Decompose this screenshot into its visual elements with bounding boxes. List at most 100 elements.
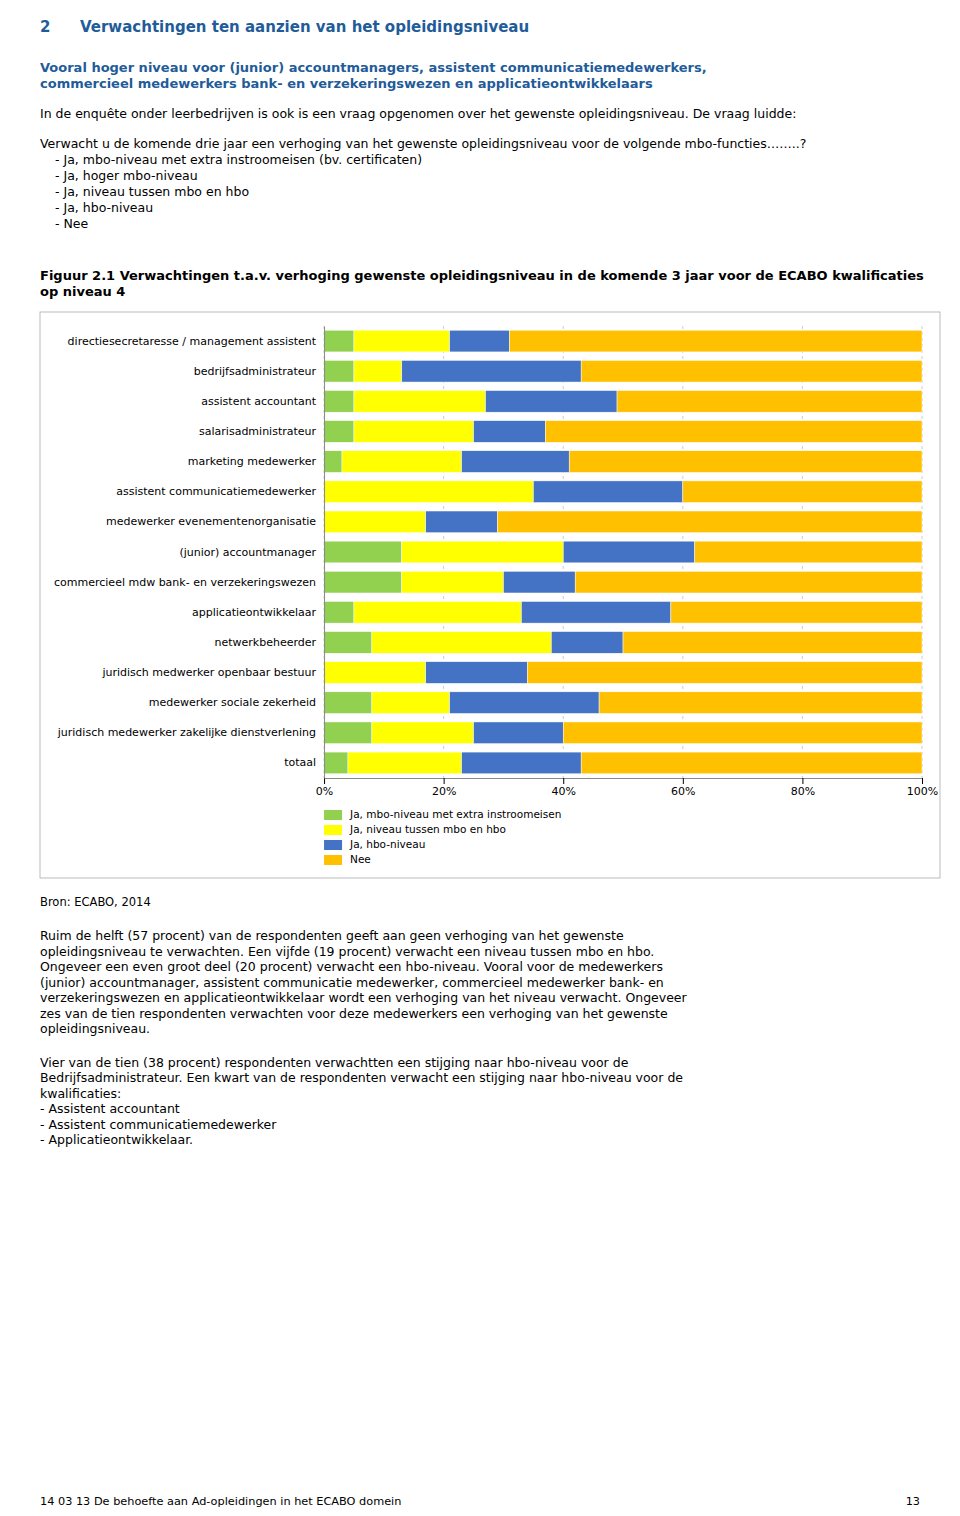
intro-bold: Vooral hoger niveau voor (junior) accoun…: [40, 60, 707, 75]
bar: [617, 390, 922, 412]
chart-frame: [40, 312, 940, 878]
bar: [324, 571, 402, 593]
y-tick: juridisch medewerker zakelijke dienstver…: [57, 726, 316, 739]
y-tick-label: (junior) accountmanager: [179, 546, 316, 559]
bar: [485, 390, 617, 412]
bars: [324, 330, 922, 774]
y-tick-label: commercieel mdw bank- en verzekeringswez…: [54, 576, 316, 589]
bar: [372, 692, 450, 714]
body-text: - Assistent communicatiemedewerker: [40, 1117, 277, 1132]
x-tick-mark: [922, 778, 923, 784]
bar: [324, 451, 342, 473]
legend-item: Ja, hbo-niveau: [324, 838, 425, 850]
bar: [324, 662, 426, 684]
legend-label: Ja, mbo-niveau met extra instroomeisen: [349, 808, 561, 820]
bar: [354, 390, 486, 412]
bar: [623, 632, 922, 654]
x-tick-mark: [683, 778, 684, 784]
y-tick-label: totaal: [284, 756, 316, 769]
bar: [521, 601, 670, 623]
x-tick-mark: [563, 778, 564, 784]
bar: [563, 541, 695, 563]
question-item: - Ja, mbo-niveau met extra instroomeisen…: [55, 152, 422, 167]
bar: [348, 752, 462, 774]
body-text: Bedrijfsadministrateur. Een kwart van de…: [40, 1070, 683, 1085]
bar: [569, 451, 922, 473]
y-tick-label: directiesecretaresse / management assist…: [68, 335, 317, 348]
bar: [324, 481, 533, 503]
legend-label: Nee: [350, 853, 371, 865]
y-tick: bedrijfsadministrateur: [194, 365, 317, 378]
body-text: verzekeringswezen en applicatieontwikkel…: [40, 990, 688, 1005]
bar: [581, 360, 922, 382]
y-axis-line: [324, 327, 325, 779]
bar: [324, 360, 354, 382]
y-tick: marketing medewerker: [188, 455, 317, 468]
body-text: - Assistent accountant: [40, 1101, 180, 1116]
y-tick-label: juridisch medewerker zakelijke dienstver…: [57, 726, 316, 739]
y-tick: (junior) accountmanager: [179, 546, 316, 559]
legend-swatch: [324, 810, 342, 820]
x-tick-mark: [802, 778, 803, 784]
legend-swatch: [324, 855, 342, 865]
bar: [533, 481, 682, 503]
bar: [426, 511, 498, 533]
bar: [324, 632, 372, 654]
bar: [551, 632, 623, 654]
x-tick: 40%: [552, 778, 576, 798]
bar: [462, 451, 570, 473]
x-tick-mark: [324, 778, 325, 784]
x-tick-label: 80%: [791, 785, 815, 798]
question-item: - Ja, niveau tussen mbo en hbo: [55, 184, 249, 199]
legend-label: Ja, hbo-niveau: [349, 838, 425, 850]
footer-left: 14 03 13 De behoefte aan Ad-opleidingen …: [40, 1495, 401, 1508]
y-tick: assistent communicatiemedewerker: [116, 485, 316, 498]
chart-title: Figuur 2.1 Verwachtingen t.a.v. verhogin…: [40, 268, 924, 299]
bar: [563, 722, 922, 744]
source: Bron: ECABO, 2014: [40, 895, 151, 909]
question: Verwacht u de komende drie jaar een verh…: [40, 136, 806, 151]
x-axis: 0%20%40%60%80%100%: [316, 778, 938, 798]
y-tick: directiesecretaresse / management assist…: [68, 335, 317, 348]
x-tick-label: 100%: [907, 785, 938, 798]
bar: [426, 662, 528, 684]
question-item: - Nee: [55, 216, 89, 231]
body-text: Ruim de helft (57 procent) van de respon…: [40, 928, 624, 943]
x-tick-mark: [444, 778, 445, 784]
bar: [545, 421, 922, 443]
y-tick-label: salarisadministrateur: [199, 425, 316, 438]
y-tick: assistent accountant: [201, 395, 316, 408]
bar: [324, 541, 402, 563]
bar: [474, 421, 546, 443]
body-text: opleidingsniveau.: [40, 1021, 150, 1036]
y-tick: netwerkbeheerder: [214, 636, 316, 649]
y-tick: medewerker evenementenorganisatie: [106, 515, 316, 528]
grid: [324, 326, 922, 778]
x-tick: 20%: [432, 778, 456, 798]
bar: [354, 330, 450, 352]
legend-swatch: [324, 840, 342, 850]
x-tick-label: 60%: [671, 785, 695, 798]
y-tick-label: juridisch medwerker openbaar bestuur: [101, 666, 316, 679]
y-tick: salarisadministrateur: [199, 425, 316, 438]
bar: [527, 662, 922, 684]
x-axis-line: [325, 778, 923, 779]
x-tick: 100%: [907, 778, 938, 798]
bar: [324, 752, 348, 774]
bar: [324, 330, 354, 352]
body-text: zes van de tien respondenten verwachten …: [40, 1006, 668, 1021]
body-text: kwalificaties:: [40, 1086, 121, 1101]
bar: [695, 541, 922, 563]
body-text: - Applicatieontwikkelaar.: [40, 1132, 193, 1147]
bar-series: [497, 330, 922, 774]
body-text: Vier van de tien (38 procent) respondent…: [40, 1055, 629, 1070]
intro-bold: commercieel medewerkers bank- en verzeke…: [40, 76, 653, 91]
bar: [324, 511, 426, 533]
y-tick: totaal: [284, 756, 316, 769]
legend-label: Ja, niveau tussen mbo en hbo: [349, 823, 506, 835]
y-tick-label: medewerker sociale zekerheid: [149, 696, 316, 709]
body-text: (junior) accountmanager, assistent commu…: [40, 975, 664, 990]
bar: [575, 571, 922, 593]
y-tick: juridisch medwerker openbaar bestuur: [101, 666, 316, 679]
bar: [450, 692, 599, 714]
